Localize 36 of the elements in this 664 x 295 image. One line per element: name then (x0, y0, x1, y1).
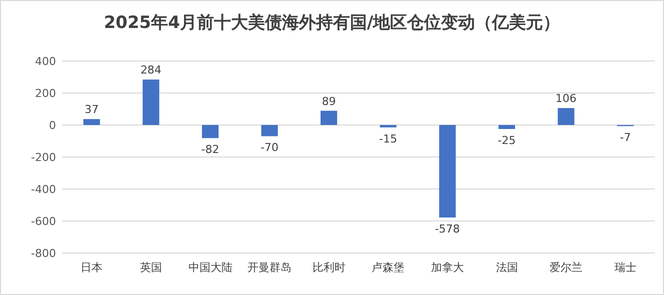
data-label: -7 (620, 131, 631, 144)
x-tick-label: 中国大陆 (188, 261, 232, 274)
x-tick-label: 日本 (80, 261, 103, 274)
x-tick-label: 加拿大 (430, 261, 464, 274)
y-tick-label: 200 (35, 87, 56, 100)
data-label: -82 (201, 143, 220, 156)
data-label: -15 (379, 132, 398, 146)
bar (439, 125, 456, 218)
x-tick-label: 瑞士 (614, 261, 636, 274)
bar (83, 119, 100, 125)
data-label: -25 (498, 134, 516, 147)
y-tick-label: 0 (49, 119, 56, 132)
y-tick-label: -600 (31, 215, 56, 228)
y-tick-label: -400 (31, 183, 56, 196)
y-tick-label: 400 (35, 55, 56, 68)
y-tick-label: -200 (31, 151, 56, 164)
bar (202, 125, 219, 138)
x-tick-label: 爱尔兰 (550, 261, 583, 274)
data-label: 284 (140, 64, 162, 77)
data-label: 89 (322, 94, 336, 108)
data-label: -578 (434, 222, 460, 236)
y-tick-label: -800 (31, 247, 56, 260)
bar (261, 125, 278, 136)
bar (142, 80, 160, 125)
x-tick-label: 法国 (496, 261, 518, 274)
x-tick-label: 开曼群岛 (248, 261, 292, 274)
x-tick-label: 英国 (140, 261, 162, 274)
data-label: -70 (260, 141, 279, 154)
bar (320, 110, 338, 125)
x-tick-label: 卢森堡 (372, 261, 405, 274)
x-tick-label: 比利时 (312, 261, 346, 274)
chart-title: 2025年4月前十大美债海外持有国/地区仓位变动（亿美元） (104, 13, 560, 33)
data-label: 106 (556, 92, 577, 106)
bar (558, 108, 574, 125)
data-label: 37 (84, 103, 99, 116)
bar (498, 125, 516, 129)
